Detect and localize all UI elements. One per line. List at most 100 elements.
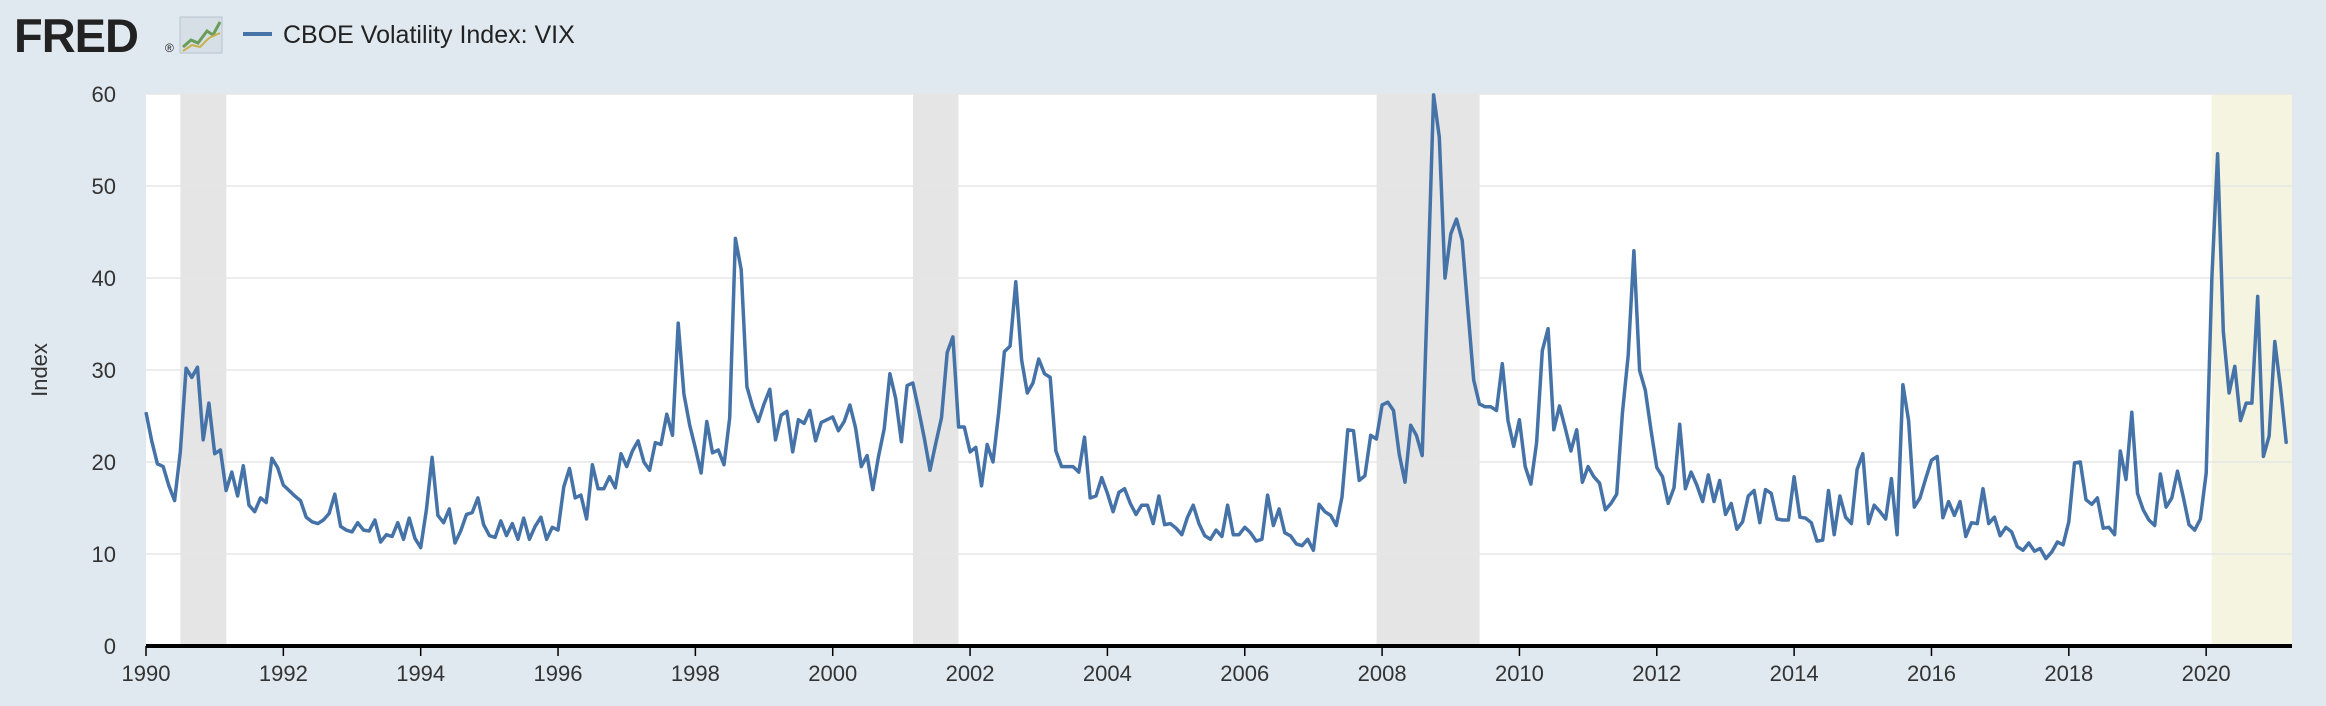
data-point xyxy=(1055,450,1057,452)
x-tick-label: 2006 xyxy=(1220,661,1269,686)
data-point xyxy=(1908,420,1910,422)
data-point xyxy=(843,420,845,423)
data-point xyxy=(1805,517,1807,519)
data-point xyxy=(1490,406,1492,408)
data-point xyxy=(1455,218,1458,220)
data-point xyxy=(912,382,914,384)
data-point xyxy=(523,517,525,519)
data-point xyxy=(946,351,948,354)
data-point xyxy=(202,439,204,441)
data-point xyxy=(935,443,937,445)
data-point xyxy=(1759,522,1761,524)
data-point xyxy=(1410,424,1412,426)
x-tick-label: 1996 xyxy=(534,661,583,686)
data-point xyxy=(179,451,181,453)
data-point xyxy=(1696,484,1698,486)
data-point xyxy=(1644,389,1646,391)
data-point xyxy=(1215,529,1217,531)
data-point xyxy=(483,524,485,526)
data-point xyxy=(1599,482,1601,484)
data-point xyxy=(362,529,365,531)
data-point xyxy=(1078,471,1080,473)
data-point xyxy=(2154,524,2156,527)
data-point xyxy=(2045,558,2047,560)
data-point xyxy=(1284,532,1286,534)
data-point xyxy=(706,420,708,423)
data-point xyxy=(1267,494,1269,496)
data-point xyxy=(1753,489,1755,492)
data-point xyxy=(849,404,851,406)
data-point xyxy=(1902,384,1904,386)
data-point xyxy=(2262,455,2264,458)
data-point xyxy=(2165,506,2167,508)
data-point xyxy=(391,535,393,538)
data-point xyxy=(168,485,170,487)
series-points xyxy=(145,94,2287,560)
data-point xyxy=(156,463,158,465)
data-point xyxy=(689,424,691,426)
data-point xyxy=(1095,495,1097,497)
data-point xyxy=(734,237,737,239)
x-tick-label: 2000 xyxy=(808,661,857,686)
data-point xyxy=(1610,502,1612,504)
data-point xyxy=(437,514,439,517)
data-point xyxy=(786,410,788,412)
data-point xyxy=(380,541,382,543)
data-point xyxy=(357,522,359,524)
data-point xyxy=(1347,429,1349,431)
data-point xyxy=(2211,276,2213,278)
data-point xyxy=(1558,405,1561,407)
data-point xyxy=(1553,429,1555,431)
data-point xyxy=(1324,511,1326,513)
fred-logo-text[interactable]: FRED xyxy=(14,9,139,62)
data-point xyxy=(1083,436,1086,438)
data-point xyxy=(1392,409,1395,412)
data-point xyxy=(763,403,765,405)
data-point xyxy=(465,513,468,516)
data-point xyxy=(1467,309,1469,311)
data-point xyxy=(1850,523,1852,525)
data-point xyxy=(1295,543,1297,545)
data-point xyxy=(2245,402,2247,404)
data-point xyxy=(1593,476,1595,478)
y-axis-ticks: 0 10 20 30 40 50 60 xyxy=(92,82,116,659)
data-point xyxy=(460,530,462,532)
data-point xyxy=(1736,528,1738,530)
data-point xyxy=(174,500,176,502)
data-point xyxy=(214,453,216,455)
data-point xyxy=(1959,501,1961,503)
data-point xyxy=(1375,438,1377,440)
data-point xyxy=(1547,328,1549,330)
data-point xyxy=(454,542,456,544)
data-point xyxy=(1724,513,1727,516)
data-point xyxy=(1141,504,1143,506)
data-point xyxy=(2257,295,2259,297)
data-point xyxy=(883,428,885,430)
data-point xyxy=(1833,534,1835,536)
data-point xyxy=(1038,358,1040,360)
data-point xyxy=(540,516,542,518)
data-point xyxy=(1118,491,1120,493)
data-point xyxy=(1936,455,1938,458)
data-point xyxy=(1135,513,1137,516)
data-point xyxy=(649,469,651,471)
data-point xyxy=(1965,535,1967,538)
data-point xyxy=(2079,461,2081,463)
data-point xyxy=(815,440,817,442)
data-point xyxy=(477,497,479,499)
data-point xyxy=(219,449,221,451)
data-point xyxy=(1495,409,1498,412)
data-point xyxy=(505,535,508,537)
data-point xyxy=(1433,94,1435,96)
data-point xyxy=(591,464,594,466)
data-point xyxy=(1461,239,1463,241)
x-tick-label: 2014 xyxy=(1770,661,1819,686)
data-point xyxy=(1747,495,1749,497)
data-point xyxy=(1473,379,1475,381)
data-point xyxy=(1799,516,1801,518)
data-point xyxy=(500,520,502,522)
data-point xyxy=(1221,535,1223,538)
data-point xyxy=(1249,532,1252,534)
data-point xyxy=(1719,479,1721,481)
data-point xyxy=(1049,376,1051,378)
